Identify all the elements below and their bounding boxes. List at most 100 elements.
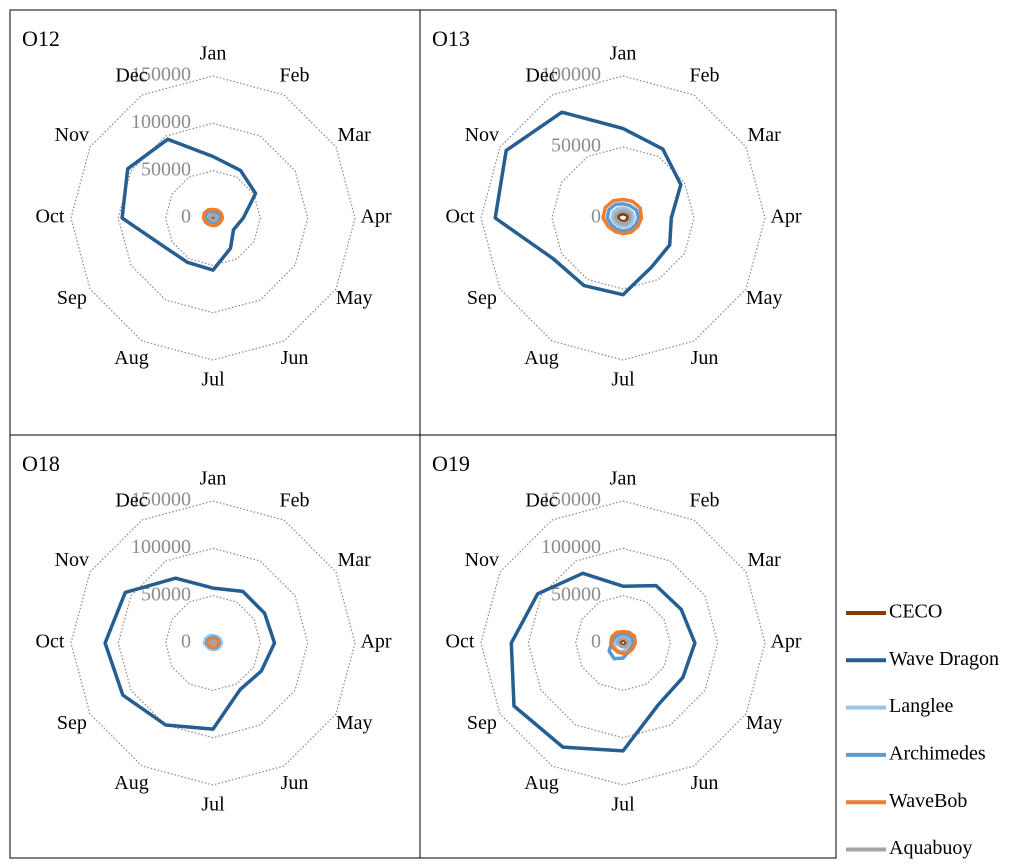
series-line: [103, 576, 277, 731]
series-line: [120, 137, 258, 272]
r-tick-label: 50000: [551, 135, 601, 157]
r-tick-label: 150000: [541, 489, 601, 511]
panel-frame: [9, 9, 837, 859]
category-label: Oct: [36, 631, 65, 653]
category-label: Oct: [36, 206, 65, 228]
series-line: [201, 207, 225, 228]
category-label: Jan: [200, 468, 227, 490]
category-label: Jun: [691, 772, 719, 794]
series-line: [202, 633, 224, 652]
category-label: Apr: [770, 206, 801, 228]
category-label: Nov: [55, 124, 89, 146]
category-label: Mar: [747, 124, 781, 146]
series-line: [206, 636, 220, 650]
series-line: [509, 571, 697, 753]
category-label: Jan: [610, 468, 637, 490]
category-label: Apr: [770, 631, 801, 653]
category-label: Mar: [337, 549, 371, 571]
category-label: May: [336, 712, 373, 734]
grid-ring: [70, 75, 356, 361]
r-tick-label: 50000: [551, 583, 601, 605]
r-tick-label: 100000: [131, 536, 191, 558]
series-line: [607, 631, 636, 661]
category-label: Dec: [115, 64, 147, 86]
category-label: Jan: [200, 43, 227, 65]
series-line: [608, 629, 638, 656]
category-label: May: [746, 712, 783, 734]
category-label: Jul: [611, 369, 635, 391]
r-tick-label: 100000: [131, 111, 191, 133]
category-label: Dec: [115, 489, 147, 511]
r-tick-label: 50000: [141, 158, 191, 180]
series-line: [493, 110, 683, 297]
category-label: Aug: [524, 347, 558, 369]
series-line: [207, 213, 219, 223]
r-tick-label: 100000: [541, 64, 601, 86]
panel-title: O18: [22, 451, 60, 476]
series-line: [616, 636, 630, 649]
category-label: Dec: [525, 64, 557, 86]
legend-label: CECO: [889, 601, 942, 623]
grid-ring: [165, 595, 261, 691]
category-label: Jan: [610, 43, 637, 65]
category-label: Feb: [690, 64, 720, 86]
grid-ring: [527, 547, 719, 739]
series-line: [613, 209, 633, 226]
category-label: Oct: [446, 631, 475, 653]
r-tick-label: 50000: [141, 583, 191, 605]
grid-ring: [551, 146, 695, 290]
grid-ring: [165, 170, 261, 266]
category-label: Jul: [611, 794, 635, 816]
r-tick-label: 150000: [131, 489, 191, 511]
category-label: May: [746, 287, 783, 309]
r-tick-label: 100000: [541, 536, 601, 558]
grid-ring: [70, 500, 356, 786]
category-label: Aug: [524, 772, 558, 794]
category-label: Nov: [465, 549, 499, 571]
category-label: Sep: [467, 287, 497, 309]
category-label: May: [336, 287, 373, 309]
category-label: Oct: [446, 206, 475, 228]
category-label: Nov: [465, 124, 499, 146]
category-label: Sep: [57, 287, 87, 309]
panel-title: O13: [432, 26, 470, 51]
category-label: Sep: [57, 712, 87, 734]
category-label: Apr: [360, 206, 391, 228]
grid-ring: [575, 595, 671, 691]
legend-label: Wave Dragon: [889, 648, 999, 670]
category-label: Aug: [114, 347, 148, 369]
r-tick-label: 150000: [131, 64, 191, 86]
r-tick-label: 0: [181, 206, 191, 228]
category-label: Sep: [467, 712, 497, 734]
category-label: Jun: [281, 772, 309, 794]
legend-label: Aquabuoy: [889, 837, 972, 859]
category-label: Aug: [114, 772, 148, 794]
category-label: Jun: [691, 347, 719, 369]
series-line: [208, 639, 218, 647]
series-line: [616, 211, 630, 224]
legend-label: Archimedes: [889, 742, 986, 764]
panel-title: O12: [22, 26, 60, 51]
r-tick-label: 0: [181, 631, 191, 653]
series-line: [613, 633, 633, 654]
grid-ring: [117, 122, 309, 314]
r-tick-label: 0: [591, 206, 601, 228]
legend-label: Langlee: [889, 695, 954, 717]
grid-ring: [480, 75, 766, 361]
category-label: Nov: [55, 549, 89, 571]
category-label: Feb: [690, 489, 720, 511]
r-tick-label: 0: [591, 631, 601, 653]
series-line: [601, 197, 644, 236]
category-label: Jul: [201, 369, 225, 391]
category-label: Jun: [281, 347, 309, 369]
category-label: Mar: [337, 124, 371, 146]
category-label: Dec: [525, 489, 557, 511]
category-label: Feb: [280, 64, 310, 86]
category-label: Jul: [201, 794, 225, 816]
grid-ring: [117, 547, 309, 739]
grid-ring: [480, 500, 766, 786]
legend-label: WaveBob: [889, 790, 967, 812]
category-label: Apr: [360, 631, 391, 653]
series-line: [605, 202, 641, 233]
